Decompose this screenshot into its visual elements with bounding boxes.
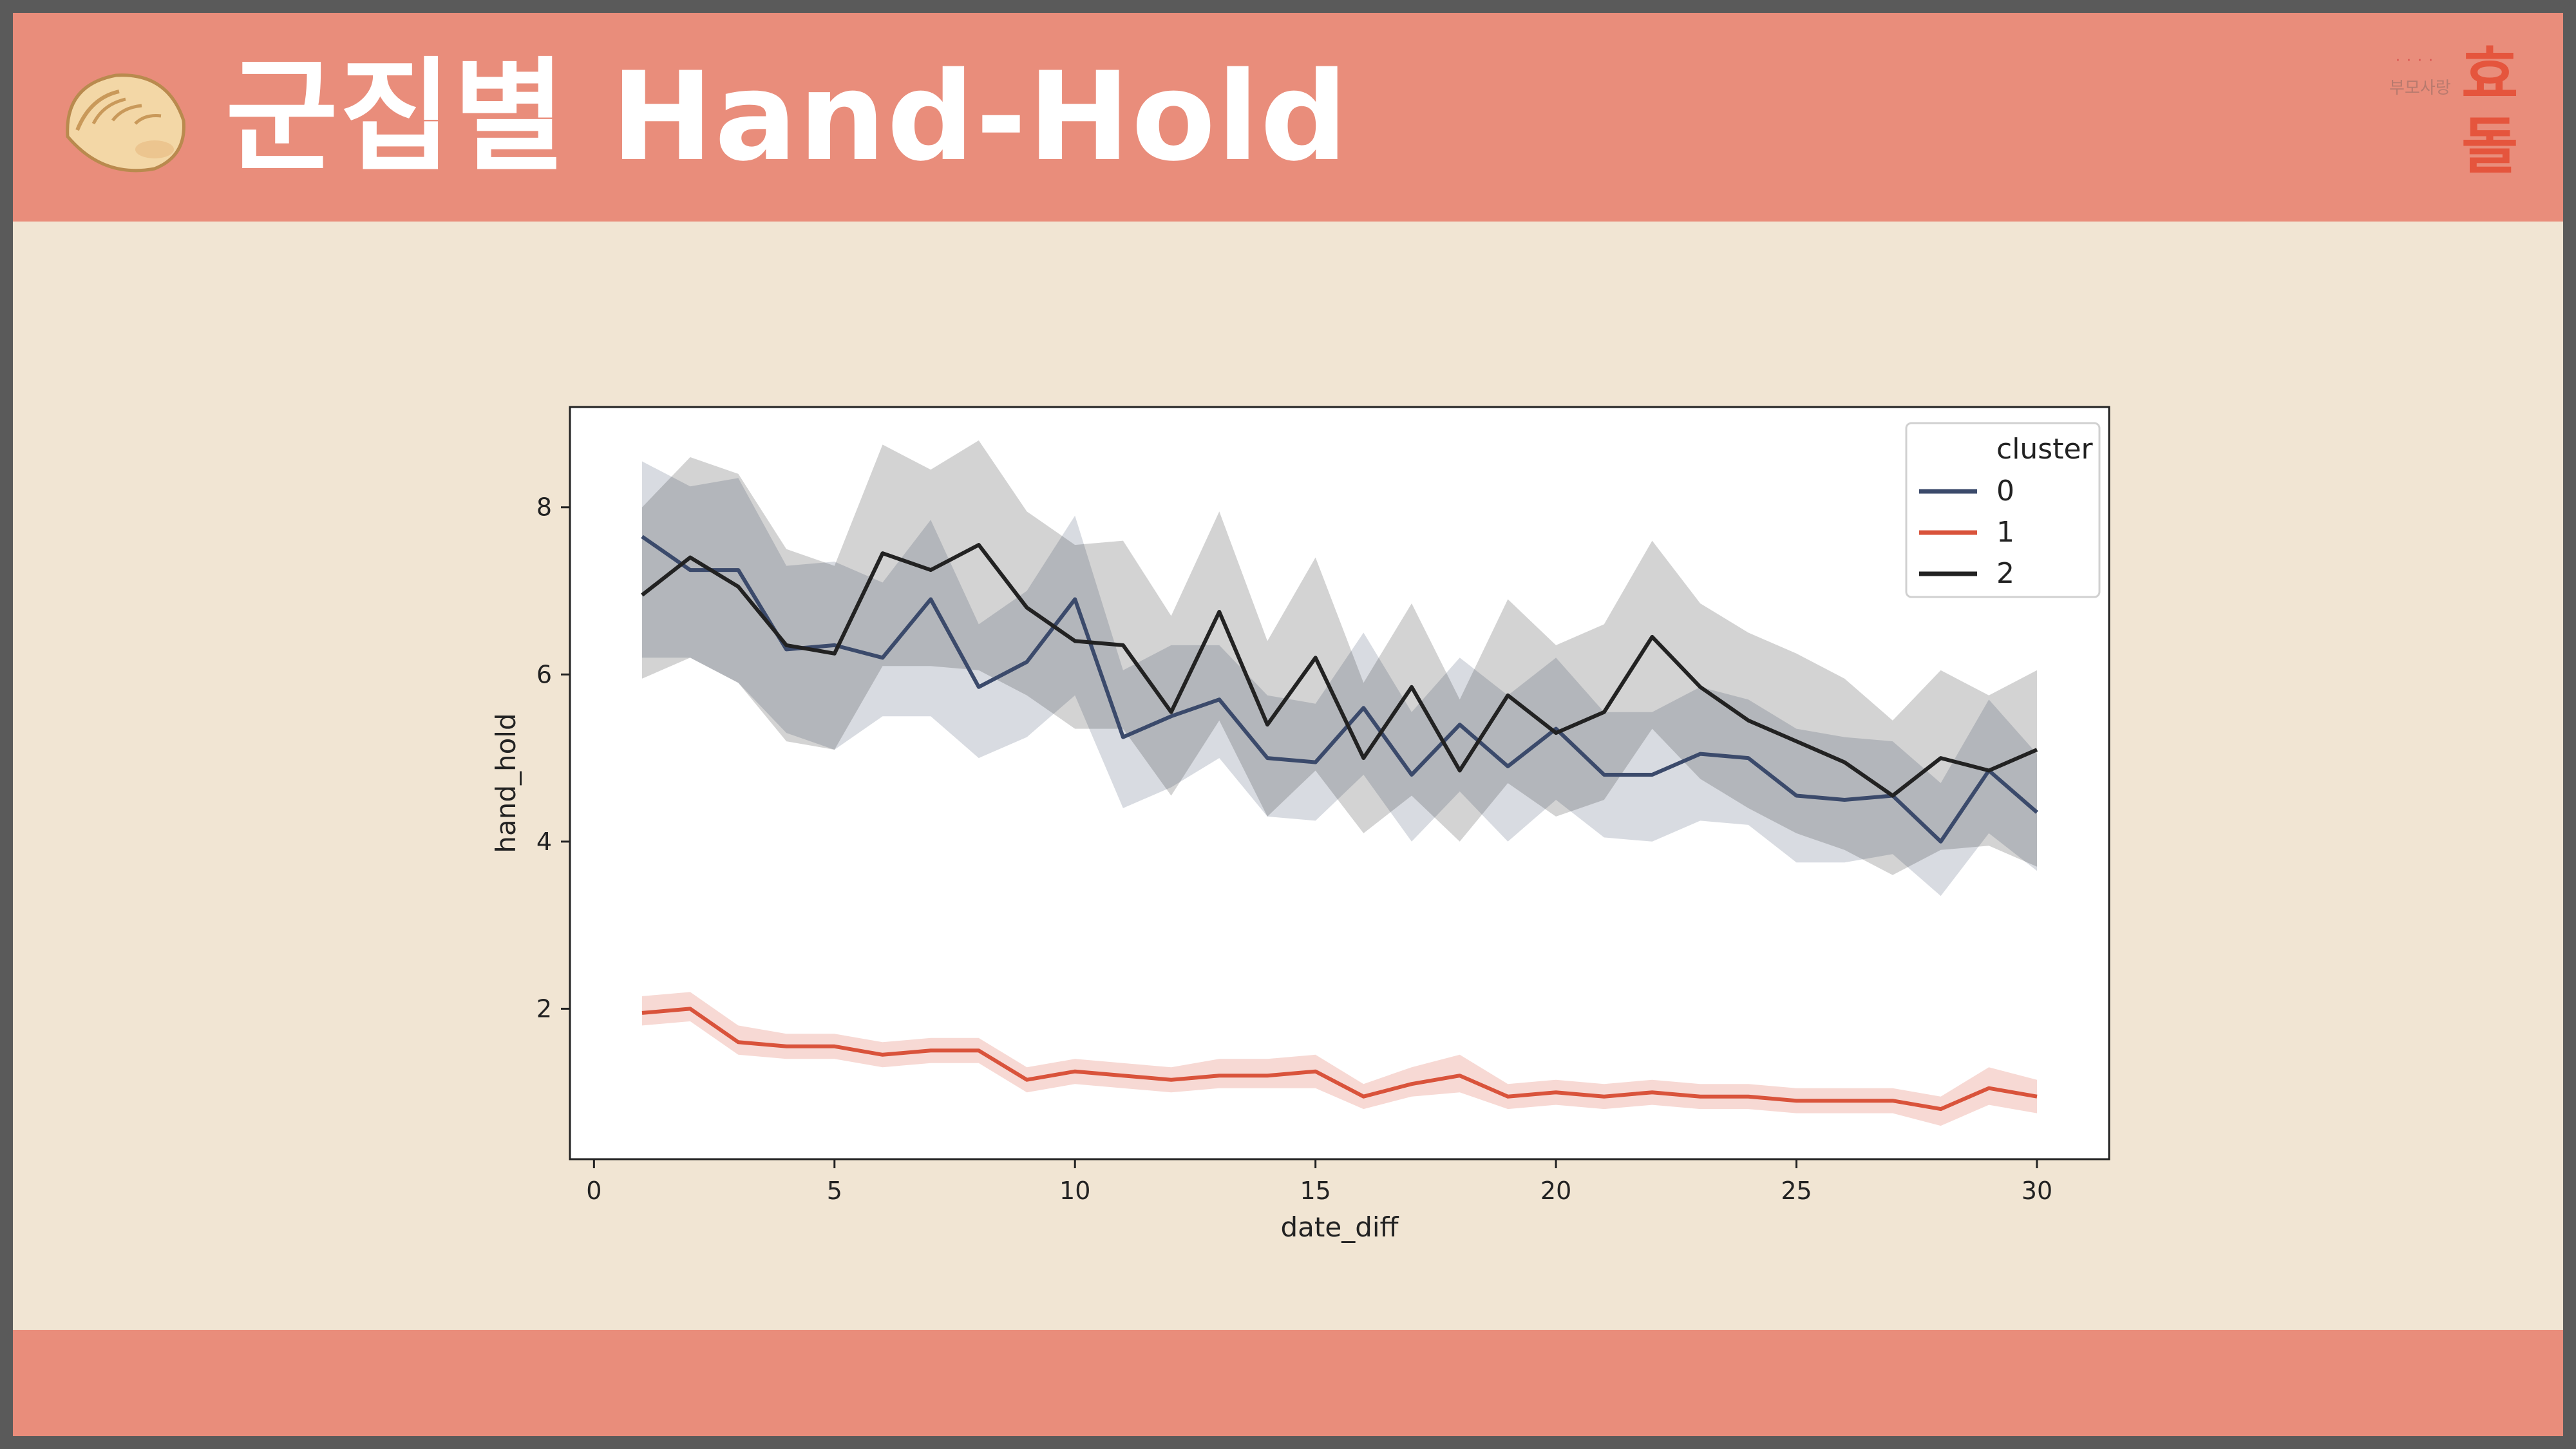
brand-name: 효돌 [2461, 39, 2519, 182]
plot-background [570, 407, 2109, 1159]
series-2-point [642, 595, 643, 596]
legend-title: cluster [1996, 433, 2094, 466]
series-2-point [834, 653, 835, 654]
series-2-point [1556, 733, 1557, 734]
series-2-point [1796, 741, 1797, 742]
series-1-point [642, 1012, 643, 1013]
series-0-point [642, 536, 643, 537]
slide-footer [13, 1330, 2563, 1436]
series-1-point [978, 1050, 979, 1051]
series-1-point [2037, 1096, 2038, 1097]
legend-entry-0: 0 [1996, 475, 2014, 507]
series-1-point [1652, 1092, 1653, 1093]
legend: cluster 0 1 2 [1905, 422, 2101, 598]
y-tick-label: 2 [536, 994, 552, 1023]
series-2-point [1892, 795, 1893, 796]
dumpling-icon [66, 73, 185, 173]
series-1-point [1940, 1109, 1941, 1110]
legend-entry-2: 2 [1996, 557, 2014, 590]
brand-subtitle: 부모사랑 [2389, 79, 2451, 98]
series-0-point [786, 649, 787, 650]
series-0-point [1940, 841, 1941, 842]
y-tick-label: 8 [536, 493, 552, 522]
x-tick-label: 30 [2022, 1177, 2052, 1205]
plot-frame [569, 406, 2110, 1160]
x-axis-label: date_diff [1281, 1211, 1399, 1243]
series-0-point [1267, 758, 1268, 759]
series-1-point [1363, 1096, 1364, 1097]
series-0-point [1459, 724, 1460, 725]
series-2-point [1267, 724, 1268, 725]
brand-dots: ···· [2396, 53, 2439, 69]
series-1-point [1267, 1075, 1268, 1076]
x-tick-label: 20 [1540, 1177, 1571, 1205]
chart-panel: 0 5 10 15 20 25 30 2 4 6 8 date_diff hand_hold clu… [470, 386, 2138, 1288]
series-0-point [2037, 812, 2038, 813]
series-1-ci-band [642, 992, 2037, 1126]
brand-logo: ···· 부모사랑 효돌 [2389, 35, 2537, 182]
series-0-ci-band [642, 461, 2037, 896]
slide-title: 군집별 Hand-Hold [225, 46, 1349, 188]
series-2-ci-band [642, 440, 2037, 875]
series-2-point [1363, 758, 1364, 759]
x-tick-label: 5 [827, 1177, 842, 1205]
x-tick-label: 10 [1059, 1177, 1090, 1205]
legend-box [1905, 422, 2101, 598]
series-2-point [1459, 770, 1460, 771]
x-tick-label: 15 [1300, 1177, 1331, 1205]
x-tick-label: 25 [1781, 1177, 1812, 1205]
series-1-point [1315, 1071, 1316, 1072]
legend-entry-1: 1 [1996, 516, 2014, 549]
x-tick-label: 0 [586, 1177, 601, 1205]
series-0-line [641, 535, 2038, 844]
series-1-point [1459, 1075, 1460, 1076]
y-tick-label: 4 [536, 828, 552, 856]
series-1-point [882, 1054, 883, 1055]
slide-header: 군집별 Hand-Hold ···· 부모사랑 효돌 [13, 13, 2563, 222]
series-0-point [1556, 728, 1557, 729]
series-1-point [1700, 1096, 1701, 1097]
series-2-line [641, 543, 2038, 798]
series-1-point [738, 1042, 739, 1043]
series-0-point [1219, 699, 1220, 700]
series-0-point [738, 570, 739, 571]
series-2-point [1940, 758, 1941, 759]
series-1-line [641, 1007, 2038, 1112]
series-0-point [1796, 795, 1797, 796]
y-tick-label: 6 [536, 660, 552, 688]
series-1-point [1122, 1075, 1123, 1076]
series-1-point [1219, 1075, 1220, 1076]
series-0-point [1700, 753, 1701, 754]
series-2-point [1652, 636, 1653, 637]
slide: 군집별 Hand-Hold ···· 부모사랑 효돌 0 5 10 15 20 25 30 2… [13, 13, 2563, 1436]
y-axis-label: hand_hold [490, 713, 522, 853]
series-2-point [882, 553, 883, 554]
series-1-point [1556, 1092, 1557, 1093]
